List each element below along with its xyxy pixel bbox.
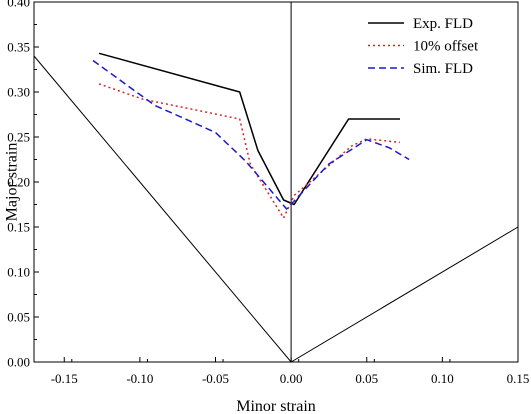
y-tick-label: 0.05 [7, 310, 30, 325]
x-axis-label: Minor strain [236, 398, 316, 414]
y-axis-label: Major strain [4, 143, 21, 222]
y-tick-label: 0.40 [7, 0, 30, 10]
legend: Exp. FLD 10% offset Sim. FLD [368, 16, 479, 77]
x-tick-label: 0.10 [431, 371, 454, 386]
reference-line-1 [33, 55, 519, 363]
x-tick-label: -0.15 [51, 371, 78, 386]
x-tick-label: 0.15 [507, 371, 530, 386]
y-tick-label: 0.00 [7, 355, 30, 370]
y-tick-label: 0.10 [7, 265, 30, 280]
legend-label-sim-fld: Sim. FLD [413, 61, 473, 77]
series-lines [92, 52, 410, 219]
series-line-10-offset [98, 83, 401, 219]
series-line-exp-fld [98, 52, 400, 206]
x-tick-label: 0.05 [355, 371, 378, 386]
legend-label-exp-fld: Exp. FLD [413, 16, 473, 32]
y-tick-label: 0.30 [7, 85, 30, 100]
x-tick-label: -0.05 [202, 371, 229, 386]
y-ticks: 0.00 0.05 0.10 0.15 0.20 0.25 0.30 0.35 0.40 [7, 0, 39, 370]
series-line-sim-fld [92, 59, 410, 210]
y-tick-label: 0.15 [7, 220, 30, 235]
y-tick-label: 0.25 [7, 130, 30, 145]
y-tick-label: 0.35 [7, 40, 30, 55]
y-tick-label: 0.20 [7, 175, 30, 190]
x-tick-label: 0.00 [280, 371, 303, 386]
legend-label-10-offset: 10% offset [413, 39, 479, 55]
x-tick-label: -0.10 [126, 371, 153, 386]
x-ticks: -0.15 -0.10 -0.05 0.00 0.05 0.10 0.15 [51, 357, 530, 386]
